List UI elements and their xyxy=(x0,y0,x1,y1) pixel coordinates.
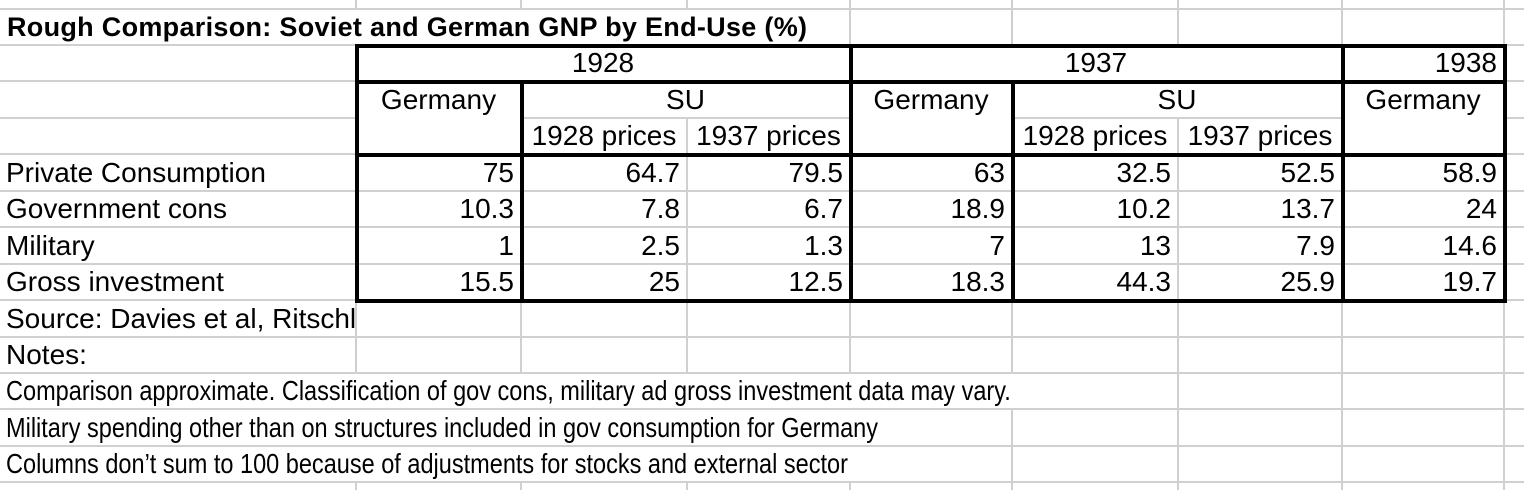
grid-cell xyxy=(1179,447,1343,483)
grid-cell xyxy=(1343,0,1505,10)
grid-cell xyxy=(1505,155,1524,192)
grid-cell xyxy=(851,301,1013,338)
grid-cell xyxy=(1179,301,1343,338)
grid-cell xyxy=(1505,374,1524,410)
table-border-horizontal xyxy=(357,80,1505,84)
grid-cell xyxy=(1013,301,1179,338)
table-border-vertical xyxy=(1011,80,1015,301)
grid-cell xyxy=(1505,10,1524,46)
value-cell[interactable]: 18.9 xyxy=(851,192,1013,228)
value-cell[interactable]: 75 xyxy=(357,155,522,192)
row-label[interactable]: Military xyxy=(0,228,357,265)
table-outer-border xyxy=(355,44,1507,303)
grid-cell xyxy=(851,483,1013,490)
value-cell[interactable]: 32.5 xyxy=(1013,155,1179,192)
value-cell[interactable]: 64.7 xyxy=(522,155,688,192)
grid-cell xyxy=(1505,0,1524,10)
grid-cell xyxy=(1505,265,1524,301)
grid-cell xyxy=(522,338,688,374)
grid-cell xyxy=(1505,119,1524,155)
grid-cell xyxy=(1505,483,1524,490)
value-cell[interactable]: 2.5 xyxy=(522,228,688,265)
grid-cell xyxy=(688,483,851,490)
grid-cell xyxy=(688,338,851,374)
note-line[interactable]: Military spending other than on structur… xyxy=(0,410,1013,447)
value-cell[interactable]: 7.8 xyxy=(522,192,688,228)
table-border-vertical xyxy=(1341,44,1345,301)
grid-cell xyxy=(851,0,1013,10)
grid-cell xyxy=(851,10,1013,46)
grid-cell xyxy=(1505,82,1524,119)
source-cell[interactable]: Source: Davies et al, Ritschl xyxy=(0,301,357,338)
grid-cell xyxy=(1013,0,1179,10)
grid-cell xyxy=(1013,483,1179,490)
value-cell[interactable]: 52.5 xyxy=(1179,155,1343,192)
grid-cell xyxy=(1179,410,1343,447)
grid-cell xyxy=(1343,301,1505,338)
grid-cell xyxy=(1505,338,1524,374)
grid-cell xyxy=(1505,301,1524,338)
notes-label-cell[interactable]: Notes: xyxy=(0,338,357,374)
value-cell[interactable]: 79.5 xyxy=(688,155,851,192)
grid-cell xyxy=(1179,10,1343,46)
grid-cell xyxy=(1179,483,1343,490)
grid-cell xyxy=(0,46,357,82)
sheet-title: Rough Comparison: Soviet and German GNP … xyxy=(7,11,808,42)
table-border-vertical xyxy=(520,80,524,301)
grid-cell xyxy=(1505,46,1524,82)
grid-cell xyxy=(1179,374,1343,410)
grid-cell xyxy=(1505,228,1524,265)
table-border-vertical xyxy=(849,44,853,301)
grid-cell xyxy=(0,0,357,10)
value-cell[interactable]: 14.6 xyxy=(1343,228,1505,265)
row-label[interactable]: Private Consumption xyxy=(0,155,357,192)
grid-cell xyxy=(1343,410,1505,447)
note-line[interactable]: Columns don’t sum to 100 because of adju… xyxy=(0,447,1013,483)
value-cell[interactable]: 7.9 xyxy=(1179,228,1343,265)
grid-cell xyxy=(1013,338,1179,374)
grid-cell xyxy=(1343,483,1505,490)
grid-cell xyxy=(1179,0,1343,10)
grid-cell xyxy=(0,82,357,119)
grid-cell xyxy=(1013,10,1179,46)
grid-cell xyxy=(522,301,688,338)
note-line[interactable]: Comparison approximate. Classification o… xyxy=(0,374,1179,410)
grid-cell xyxy=(688,0,851,10)
grid-cell xyxy=(357,301,522,338)
table-border-horizontal xyxy=(357,153,1505,157)
value-cell[interactable]: 10.2 xyxy=(1013,192,1179,228)
grid-cell xyxy=(688,301,851,338)
grid-cell xyxy=(1343,10,1505,46)
grid-cell xyxy=(522,0,688,10)
grid-cell xyxy=(1179,338,1343,374)
grid-cell xyxy=(1505,192,1524,228)
grid-cell xyxy=(357,483,522,490)
grid-cell xyxy=(1343,374,1505,410)
grid-cell xyxy=(1013,410,1179,447)
value-cell[interactable]: 10.3 xyxy=(357,192,522,228)
sheet-title-cell[interactable]: Rough Comparison: Soviet and German GNP … xyxy=(0,10,851,46)
grid-cell xyxy=(1343,338,1505,374)
grid-cell xyxy=(0,483,357,490)
grid-cell xyxy=(0,119,357,155)
row-label[interactable]: Government cons xyxy=(0,192,357,228)
grid-cell xyxy=(1013,447,1179,483)
grid-cell xyxy=(522,483,688,490)
value-cell[interactable]: 13 xyxy=(1013,228,1179,265)
value-cell[interactable]: 63 xyxy=(851,155,1013,192)
grid-cell xyxy=(1505,410,1524,447)
grid-cell xyxy=(357,0,522,10)
col-header-su-1937[interactable]: SU xyxy=(1013,82,1343,119)
grid-cell xyxy=(851,338,1013,374)
price-basis-header[interactable]: 1928 prices xyxy=(522,119,688,155)
row-label[interactable]: Gross investment xyxy=(0,265,357,301)
grid-cell xyxy=(1343,447,1505,483)
grid-cell xyxy=(1505,447,1524,483)
grid-cell xyxy=(357,338,522,374)
